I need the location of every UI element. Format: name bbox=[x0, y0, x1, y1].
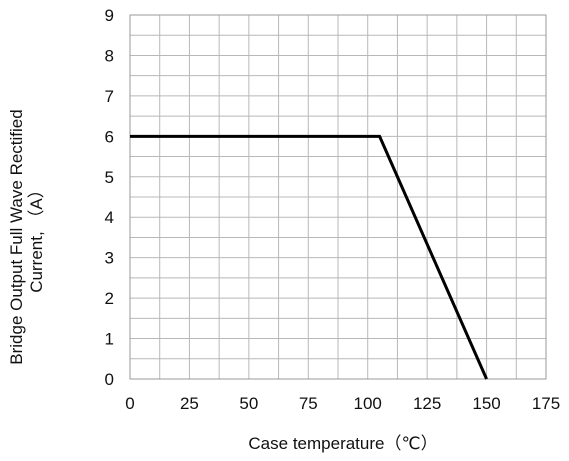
series-layer bbox=[130, 134, 488, 380]
series-line-0 bbox=[130, 134, 488, 380]
y-tick-label: 6 bbox=[105, 127, 114, 146]
y-tick-label: 4 bbox=[105, 208, 114, 227]
x-tick-label: 25 bbox=[180, 394, 199, 413]
y-tick-label: 3 bbox=[105, 249, 114, 268]
x-tick-label: 125 bbox=[413, 394, 441, 413]
x-tick-label: 0 bbox=[125, 394, 134, 413]
ticks-layer: 0 25 50 75 100 125 150 175 0 1 2 3 4 5 6 7 8 9 bbox=[105, 6, 561, 413]
x-tick-label: 75 bbox=[299, 394, 318, 413]
y-tick-label: 5 bbox=[105, 168, 114, 187]
y-tick-label: 0 bbox=[105, 370, 114, 389]
x-tick-label: 150 bbox=[472, 394, 500, 413]
y-axis-label-line1: Bridge Output Full Wave Rectified bbox=[7, 109, 26, 364]
y-tick-label: 1 bbox=[105, 330, 114, 349]
y-axis-label: Bridge Output Full Wave Rectified Curren… bbox=[7, 109, 46, 364]
grid bbox=[129, 14, 547, 380]
y-tick-label: 9 bbox=[105, 6, 114, 25]
x-tick-label: 175 bbox=[532, 394, 560, 413]
plot-area-border bbox=[129, 14, 547, 380]
y-axis-label-line2: Current, （A） bbox=[27, 181, 46, 292]
y-tick-label: 2 bbox=[105, 289, 114, 308]
x-tick-label: 50 bbox=[239, 394, 258, 413]
y-tick-label: 7 bbox=[105, 87, 114, 106]
x-axis-label: Case temperature（℃） bbox=[248, 434, 437, 453]
y-tick-label: 8 bbox=[105, 46, 114, 65]
x-tick-label: 100 bbox=[354, 394, 382, 413]
